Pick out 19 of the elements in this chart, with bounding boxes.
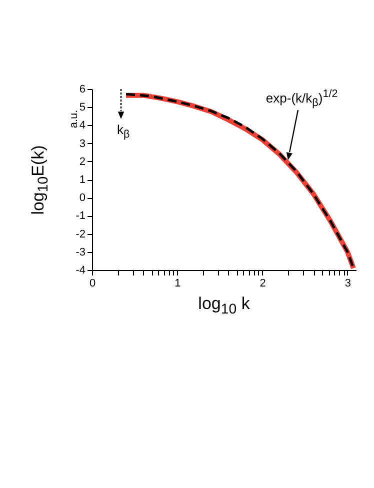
y-tick-label: 3 <box>79 138 86 150</box>
y-tick-label: -1 <box>76 210 86 222</box>
y-tick-label: 6 <box>79 84 86 96</box>
y-tick-label: -2 <box>76 228 86 240</box>
y-tick-label: 1 <box>79 174 86 186</box>
x-tick-label: 0 <box>89 278 96 290</box>
text: a.u. <box>68 110 80 128</box>
y-tick-label: 5 <box>79 102 86 114</box>
x-tick-label: 3 <box>344 278 352 290</box>
annotation: exp-(k/k$_{β}$)$^{1/2}$ <box>266 88 338 108</box>
x-tick-label: 1 <box>174 278 181 290</box>
x-tick-label: 2 <box>260 278 266 290</box>
x-axis-title: log$_{10}$ k <box>198 294 250 318</box>
y-tick-label: 0 <box>79 192 86 204</box>
y-tick-label: 4 <box>79 120 86 132</box>
y-tick-label: -3 <box>76 246 86 258</box>
y-tick-label: 2 <box>79 156 86 168</box>
y-tick-label: -4 <box>76 264 86 276</box>
annotation: k$_{β}$ <box>117 122 130 141</box>
